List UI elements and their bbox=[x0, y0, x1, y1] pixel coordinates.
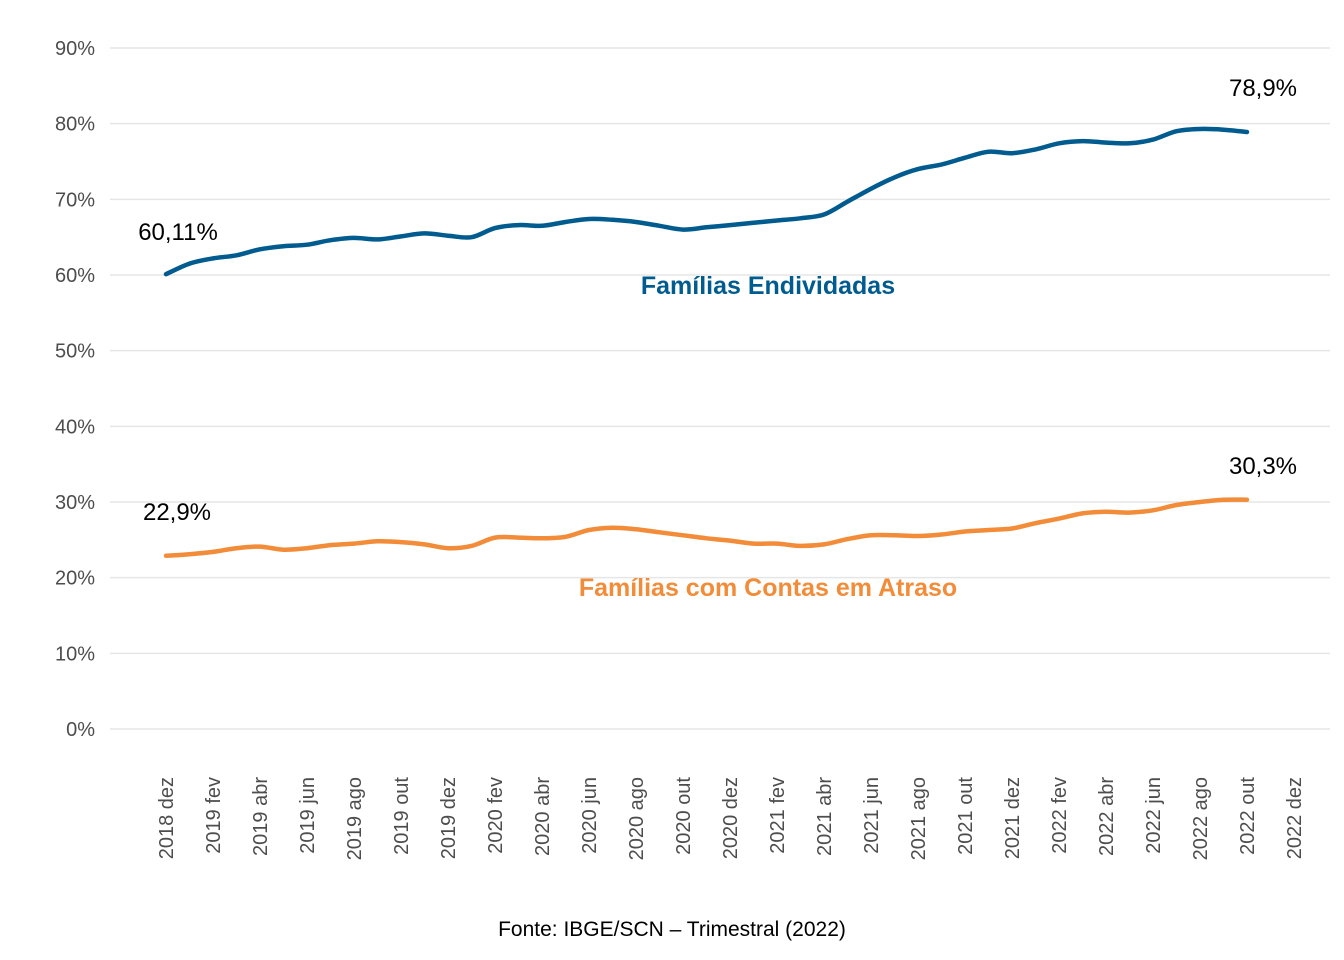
series-label-atraso: Famílias com Contas em Atraso bbox=[579, 574, 957, 602]
x-tick-label: 2019 out bbox=[391, 777, 413, 855]
y-tick-label: 0% bbox=[66, 719, 95, 741]
y-tick-label: 60% bbox=[55, 265, 95, 287]
y-tick-label: 10% bbox=[55, 643, 95, 665]
x-tick-label: 2020 fev bbox=[485, 777, 507, 854]
y-axis-tick-labels: 0% 10% 20% 30% 40% 50% 60% 70% 80% 90% bbox=[55, 38, 95, 741]
x-tick-label: 2022 fev bbox=[1049, 777, 1071, 854]
x-tick-label: 2019 ago bbox=[344, 777, 366, 860]
x-tick-label: 2019 fev bbox=[203, 777, 225, 854]
x-tick-label: 2021 fev bbox=[767, 777, 789, 854]
x-tick-label: 2021 ago bbox=[908, 777, 930, 860]
x-tick-label: 2020 dez bbox=[720, 777, 742, 859]
annotation-endividadas-end: 78,9% bbox=[1229, 75, 1297, 102]
y-tick-label: 90% bbox=[55, 38, 95, 60]
x-tick-label: 2022 jun bbox=[1143, 777, 1165, 854]
series-label-endividadas: Famílias Endividadas bbox=[641, 272, 895, 300]
x-tick-label: 2020 jun bbox=[579, 777, 601, 854]
y-tick-label: 20% bbox=[55, 568, 95, 590]
x-tick-label: 2018 dez bbox=[156, 777, 178, 859]
x-tick-label: 2022 out bbox=[1237, 777, 1259, 855]
source-note: Fonte: IBGE/SCN – Trimestral (2022) bbox=[498, 918, 846, 941]
x-tick-label: 2021 jun bbox=[861, 777, 883, 854]
series-line-endividadas bbox=[163, 126, 1250, 277]
x-tick-label: 2020 abr bbox=[532, 777, 554, 856]
x-tick-label: 2021 out bbox=[955, 777, 977, 855]
x-tick-label: 2019 abr bbox=[250, 777, 272, 856]
y-tick-label: 70% bbox=[55, 189, 95, 211]
x-tick-label: 2021 abr bbox=[814, 777, 836, 856]
y-tick-label: 50% bbox=[55, 341, 95, 363]
series-lines bbox=[163, 126, 1250, 558]
y-tick-label: 30% bbox=[55, 492, 95, 514]
x-axis-tick-labels: 2018 dez 2019 fev 2019 abr 2019 jun 2019 ago… bbox=[156, 777, 1306, 861]
x-tick-label: 2022 ago bbox=[1190, 777, 1212, 860]
annotation-atraso-start: 22,9% bbox=[143, 499, 211, 526]
gridlines bbox=[110, 47, 1330, 730]
y-tick-label: 40% bbox=[55, 416, 95, 438]
x-tick-label: 2021 dez bbox=[1002, 777, 1024, 859]
x-tick-label: 2019 dez bbox=[438, 777, 460, 859]
series-line-atraso bbox=[163, 497, 1250, 558]
x-tick-label: 2019 jun bbox=[297, 777, 319, 854]
x-tick-label: 2020 ago bbox=[626, 777, 648, 860]
annotation-atraso-end: 30,3% bbox=[1229, 453, 1297, 480]
y-tick-label: 80% bbox=[55, 114, 95, 136]
annotation-endividadas-start: 60,11% bbox=[138, 219, 218, 246]
x-tick-label: 2022 abr bbox=[1096, 777, 1118, 856]
x-tick-label: 2022 dez bbox=[1284, 777, 1306, 859]
x-tick-label: 2020 out bbox=[673, 777, 695, 855]
